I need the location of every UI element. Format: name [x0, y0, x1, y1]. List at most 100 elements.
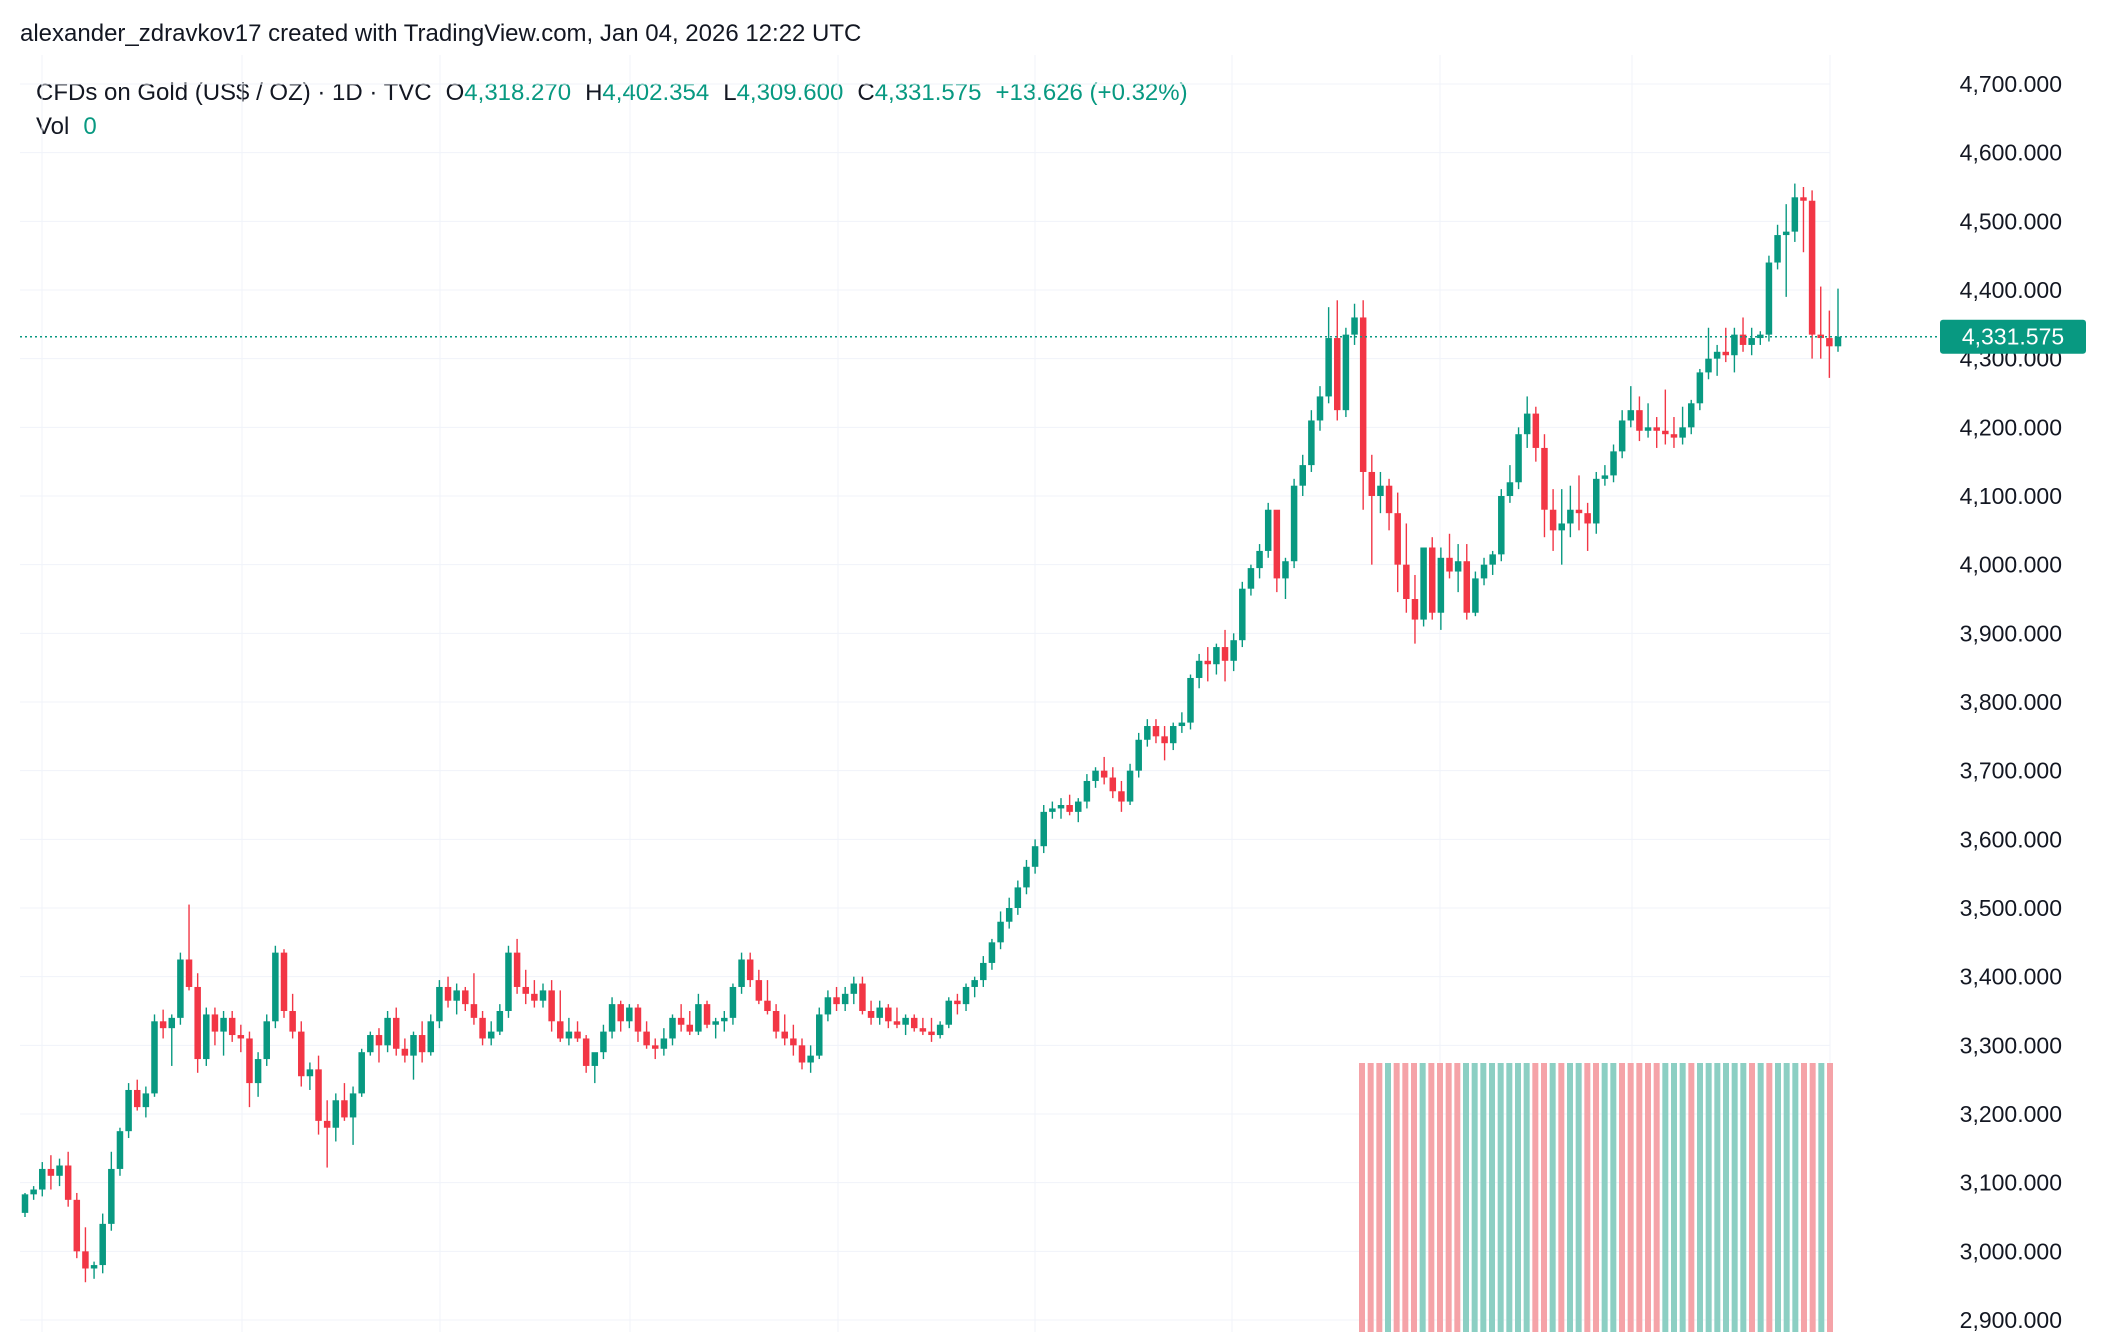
candle-body [1334, 338, 1341, 411]
candle-body [1800, 197, 1807, 201]
candle-body [56, 1165, 63, 1176]
candle [384, 1011, 391, 1053]
candle [954, 993, 961, 1015]
candle-body [954, 1000, 961, 1005]
candle [608, 997, 616, 1039]
candle-body [1066, 805, 1073, 812]
candle-body [177, 959, 184, 1018]
candle [1308, 410, 1315, 472]
candle-body [1169, 726, 1177, 744]
volume-bar [1610, 1063, 1617, 1332]
price-axis-label: 4,500.000 [1960, 208, 2062, 234]
candle-body [306, 1069, 314, 1077]
candle [1523, 396, 1531, 448]
candle [1463, 544, 1471, 620]
candle [1213, 643, 1220, 675]
volume-bar [1463, 1063, 1469, 1332]
candle-body [772, 1011, 780, 1032]
candle-body [910, 1017, 918, 1029]
candle [582, 1035, 590, 1073]
volume-bar [1601, 1063, 1608, 1332]
candle [1618, 410, 1626, 459]
volume-bar [1593, 1063, 1599, 1332]
candle-body [1653, 427, 1660, 431]
candle [1239, 581, 1246, 648]
candle-body [47, 1168, 55, 1176]
candle-body [695, 1004, 702, 1032]
volume-bar [1385, 1063, 1391, 1332]
candle-body [513, 952, 521, 987]
candle-body [1549, 509, 1557, 531]
candle-body [142, 1093, 150, 1108]
candle [1118, 780, 1125, 812]
candle [401, 1038, 409, 1063]
candle [427, 1014, 435, 1056]
candle-body [522, 986, 529, 994]
candle [133, 1079, 141, 1111]
candle-body [108, 1168, 115, 1224]
candle [151, 1014, 158, 1097]
candle [574, 1021, 581, 1042]
candle-body [1411, 599, 1419, 620]
candle-body [203, 1014, 210, 1060]
candle-body [893, 1021, 901, 1025]
chart-attribution: alexander_zdravkov17 created with Tradin… [20, 20, 862, 47]
candle-body [1394, 513, 1401, 565]
candle [1394, 492, 1401, 593]
candle [807, 1045, 814, 1073]
candle-body [1230, 640, 1237, 661]
volume-bar [1359, 1063, 1365, 1332]
volume-bar [1497, 1063, 1504, 1332]
candle-body [1584, 513, 1591, 524]
candle [1610, 444, 1617, 483]
price-axis-label: 3,600.000 [1960, 826, 2062, 852]
candle [323, 1100, 331, 1168]
candle [168, 1014, 176, 1066]
candle [738, 952, 745, 994]
volume-bar [1671, 1063, 1677, 1332]
candle [703, 1000, 711, 1029]
volume-bar [1471, 1063, 1478, 1332]
candle [436, 980, 443, 1029]
candle [1040, 805, 1047, 854]
candle [1575, 475, 1583, 531]
candle-body [418, 1035, 426, 1053]
candle-body [246, 1038, 253, 1084]
candle-body [1247, 568, 1255, 589]
candle-body [677, 1017, 685, 1025]
candle-body [1075, 801, 1082, 812]
price-axis-label: 3,300.000 [1960, 1032, 2062, 1058]
candle [1446, 533, 1453, 579]
candle-body [159, 1021, 167, 1029]
candle-body [453, 990, 460, 1001]
candle-body [1644, 427, 1652, 431]
candle-body [82, 1251, 89, 1269]
candle-body [444, 986, 452, 1001]
candle-body [807, 1055, 814, 1063]
candle [1472, 571, 1479, 617]
candle-body [272, 952, 279, 1022]
candle [487, 1021, 495, 1046]
candle-body [1558, 523, 1565, 531]
candle [125, 1083, 132, 1139]
candle [315, 1055, 322, 1135]
candle [617, 1000, 624, 1032]
candle [513, 938, 521, 994]
candle-body [298, 1031, 305, 1077]
candle [237, 1024, 245, 1053]
volume-bar [1827, 1063, 1833, 1332]
candle-body [608, 1004, 616, 1032]
candle-body [392, 1017, 400, 1049]
candle [634, 1004, 642, 1042]
price-axis-label: 3,200.000 [1960, 1101, 2062, 1127]
candle [505, 945, 512, 1018]
candle-body [1679, 427, 1686, 438]
candle-body [1256, 550, 1263, 569]
price-axis[interactable]: 4,700.0004,600.0004,500.0004,400.0004,30… [1960, 71, 2062, 1332]
candle-body [1696, 372, 1704, 404]
candle-body [1463, 561, 1471, 613]
candle-body [90, 1265, 98, 1269]
candle-body [928, 1031, 935, 1036]
volume-bar [1705, 1063, 1712, 1332]
